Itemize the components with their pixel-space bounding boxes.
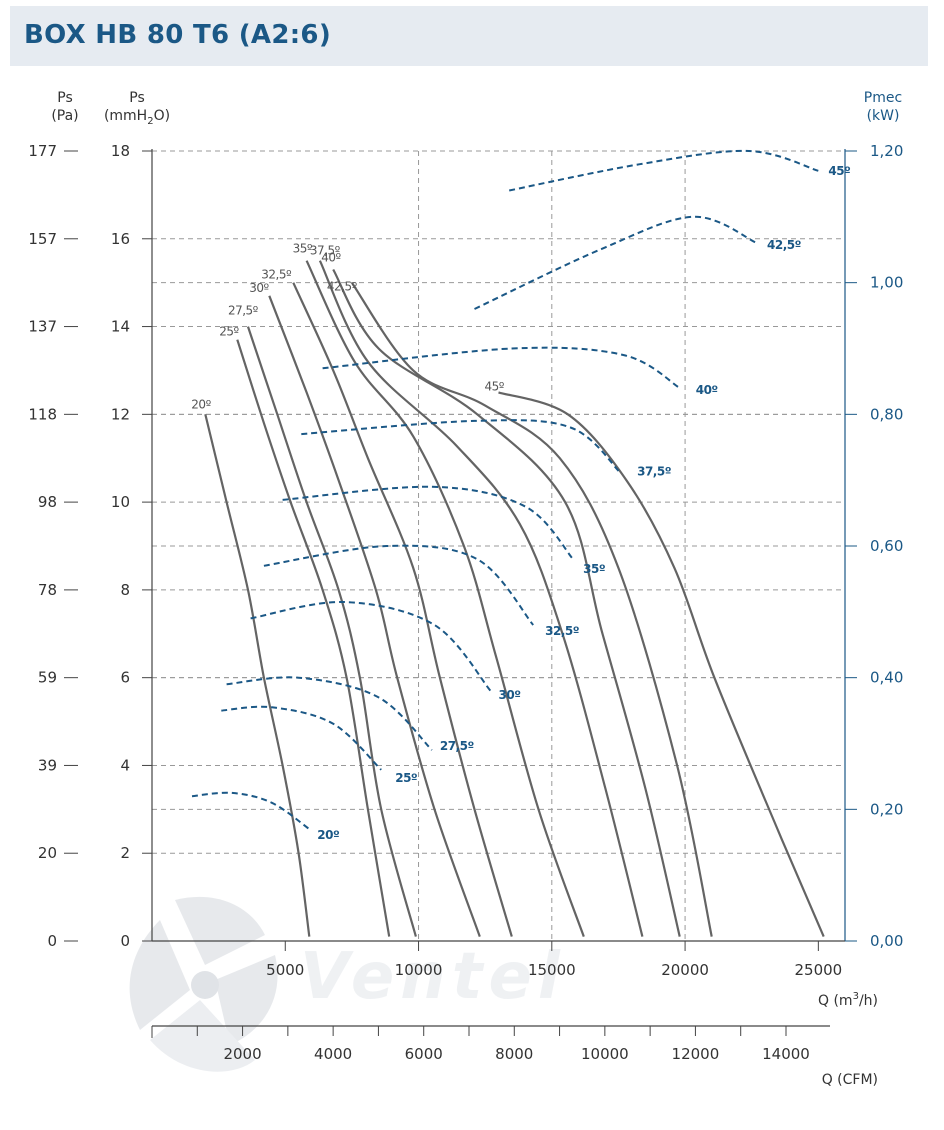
pressure-curve-30º xyxy=(268,295,481,937)
pressure-label-40º: 40º xyxy=(321,251,341,265)
cfm-tick-label: 14000 xyxy=(762,1045,810,1063)
ps-mm-tick-label: 14 xyxy=(111,318,130,336)
ps-mm-tick-label: 2 xyxy=(120,844,130,862)
ps-mm-tick-label: 0 xyxy=(120,932,130,950)
power-curve-30º xyxy=(250,600,492,692)
curve-labels: 20º25º27,5º30º32,5º35º37,5º40º42,5º45º20… xyxy=(191,164,851,842)
power-label-30º: 30º xyxy=(499,688,522,702)
pressure-curve-35º xyxy=(305,260,585,937)
power-label-45º: 45º xyxy=(828,164,851,178)
pmec-tick-label: 0,80 xyxy=(870,405,903,423)
ps-mm-tick-label: 16 xyxy=(111,230,130,248)
header-bar: BOX HB 80 T6 (A2:6) xyxy=(10,6,928,66)
power-label-40º: 40º xyxy=(696,383,719,397)
power-curve-20º xyxy=(191,791,310,830)
power-curves xyxy=(191,149,819,830)
ps-pa-tick-label: 157 xyxy=(28,230,57,248)
pressure-curve-45º xyxy=(498,391,825,938)
ps-pa-axis-title: Ps xyxy=(57,90,73,106)
pressure-curve-42,5º xyxy=(350,282,713,937)
cfm-tick-label: 10000 xyxy=(581,1045,629,1063)
cfm-tick-label: 12000 xyxy=(672,1045,720,1063)
ps-pa-tick-label: 118 xyxy=(28,405,57,423)
power-curve-35º xyxy=(282,485,574,560)
pressure-label-27,5º: 27,5º xyxy=(228,304,259,318)
power-label-25º: 25º xyxy=(395,771,418,785)
ps-pa-tick-label: 78 xyxy=(38,581,57,599)
power-curve-32,5º xyxy=(263,544,534,626)
pmec-axis-title: Pmec xyxy=(864,90,902,106)
pmec-tick-label: 0,60 xyxy=(870,537,903,555)
pressure-label-25º: 25º xyxy=(219,325,239,339)
ps-pa-tick-label: 59 xyxy=(38,669,57,687)
ps-pa-tick-label: 39 xyxy=(38,756,57,774)
pressure-label-45º: 45º xyxy=(485,379,505,393)
power-label-42,5º: 42,5º xyxy=(767,238,802,252)
power-curve-45º xyxy=(509,149,819,192)
q-m3h-tick-label: 5000 xyxy=(266,961,304,979)
ps-mm-tick-label: 12 xyxy=(111,405,130,423)
pressure-curve-20º xyxy=(204,414,311,937)
pressure-label-42,5º: 42,5º xyxy=(327,280,358,294)
ps-pa-axis-unit: (Pa) xyxy=(51,108,78,124)
ps-mm-tick-label: 18 xyxy=(111,142,130,160)
power-label-37,5º: 37,5º xyxy=(637,465,672,479)
pressure-curve-37,5º xyxy=(318,260,644,937)
pressure-curve-40º xyxy=(332,268,681,937)
cfm-axis-title: Q (CFM) xyxy=(822,1072,878,1088)
watermark-text: Ventel xyxy=(300,940,566,1014)
power-curve-25º xyxy=(221,705,382,771)
pmec-axis-unit: (kW) xyxy=(867,108,900,124)
cfm-tick-label: 4000 xyxy=(314,1045,352,1063)
ps-pa-tick-label: 98 xyxy=(38,493,57,511)
page-title: BOX HB 80 T6 (A2:6) xyxy=(24,20,331,50)
power-label-20º: 20º xyxy=(317,828,340,842)
pmec-tick-label: 0,40 xyxy=(870,669,903,687)
pressure-label-32,5º: 32,5º xyxy=(261,268,292,282)
power-label-35º: 35º xyxy=(583,562,606,576)
pressure-curve-27.5º xyxy=(246,326,417,937)
cfm-tick-label: 2000 xyxy=(223,1045,261,1063)
pmec-tick-label: 1,00 xyxy=(870,274,903,292)
q-m3h-tick-label: 10000 xyxy=(395,961,443,979)
ps-pa-tick-label: 137 xyxy=(28,318,57,336)
chart-axes: 181614121086420177157137118987859392001,… xyxy=(28,90,903,1088)
pressure-curve-25º xyxy=(236,339,391,937)
power-curve-37,5º xyxy=(301,419,622,475)
power-curve-42,5º xyxy=(474,215,758,310)
q-m3h-tick-label: 20000 xyxy=(661,961,709,979)
ps-mm-axis-unit: (mmH2O) xyxy=(104,108,170,127)
pressure-label-35º: 35º xyxy=(293,242,313,256)
cfm-tick-label: 8000 xyxy=(495,1045,533,1063)
ps-mm-tick-label: 6 xyxy=(120,669,130,687)
power-label-27,5º: 27,5º xyxy=(440,739,475,753)
ps-mm-tick-label: 8 xyxy=(120,581,130,599)
pressure-curve-32,5º xyxy=(292,282,513,937)
ps-mm-tick-label: 10 xyxy=(111,493,130,511)
ps-mm-axis-title: Ps xyxy=(129,90,145,106)
ps-pa-tick-label: 177 xyxy=(28,142,57,160)
cfm-tick-label: 6000 xyxy=(405,1045,443,1063)
pressure-curves xyxy=(204,260,825,938)
power-curve-40º xyxy=(322,346,681,389)
ps-pa-tick-label: 0 xyxy=(47,932,57,950)
pressure-label-37,5º: 37,5º xyxy=(310,244,341,258)
watermark-logo: Ventel xyxy=(129,896,566,1072)
power-label-32,5º: 32,5º xyxy=(545,624,580,638)
q-m3h-axis-title: Q (m3/h) xyxy=(818,991,878,1009)
pmec-tick-label: 1,20 xyxy=(870,142,903,160)
pmec-tick-label: 0,20 xyxy=(870,800,903,818)
pressure-label-30º: 30º xyxy=(249,281,269,295)
q-m3h-tick-label: 25000 xyxy=(794,961,842,979)
pressure-label-20º: 20º xyxy=(191,397,211,411)
ps-mm-tick-label: 4 xyxy=(120,756,130,774)
ps-pa-tick-label: 20 xyxy=(38,844,57,862)
q-m3h-tick-label: 15000 xyxy=(528,961,576,979)
power-curve-27,5º xyxy=(226,676,433,751)
chart-grid xyxy=(152,150,845,941)
pmec-tick-label: 0,00 xyxy=(870,932,903,950)
